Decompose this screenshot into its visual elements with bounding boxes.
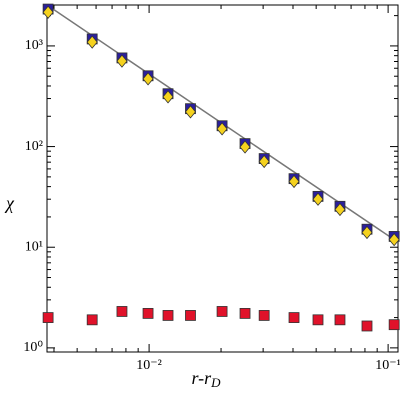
diamond-marker <box>116 54 128 68</box>
x-axis-label: r-rD <box>191 368 221 390</box>
square-marker <box>162 310 174 321</box>
diamond-marker <box>361 225 373 240</box>
diamond-marker <box>142 72 154 86</box>
diamond-marker <box>86 35 98 49</box>
square-marker <box>185 310 196 321</box>
y-axis-label: χ <box>4 193 15 213</box>
x-label-subscript: D <box>210 375 221 390</box>
diamond-marker <box>184 105 197 119</box>
plot-frame <box>46 4 399 353</box>
diamond-marker <box>258 154 270 169</box>
diamond-marker <box>388 232 400 247</box>
diamond-marker <box>216 122 228 136</box>
diamond-marker <box>312 192 324 206</box>
square-marker <box>239 308 251 319</box>
x-label-text: r-r <box>191 368 212 388</box>
square-marker <box>312 314 324 326</box>
diamond-marker <box>162 90 174 104</box>
x-tick-label: 10⁻² <box>136 358 162 373</box>
square-marker <box>86 314 98 326</box>
diamond-marker <box>288 174 300 189</box>
x-tick-label: 10⁻¹ <box>375 358 400 373</box>
diamond-marker <box>334 202 346 217</box>
y-tick-label: 10³ <box>25 38 43 53</box>
square-marker <box>116 306 128 317</box>
y-tick-label: 10⁰ <box>23 340 43 355</box>
square-marker <box>258 310 270 321</box>
square-marker <box>288 312 300 323</box>
square-marker <box>334 314 346 326</box>
square-marker <box>388 319 400 331</box>
square-marker <box>42 312 54 323</box>
y-tick-label: 10² <box>25 139 43 154</box>
square-marker <box>142 308 154 319</box>
square-marker <box>361 320 373 332</box>
diamond-marker <box>239 140 251 154</box>
y-tick-label: 10¹ <box>25 239 43 254</box>
square-marker <box>216 306 228 317</box>
diamond-marker <box>42 5 54 19</box>
